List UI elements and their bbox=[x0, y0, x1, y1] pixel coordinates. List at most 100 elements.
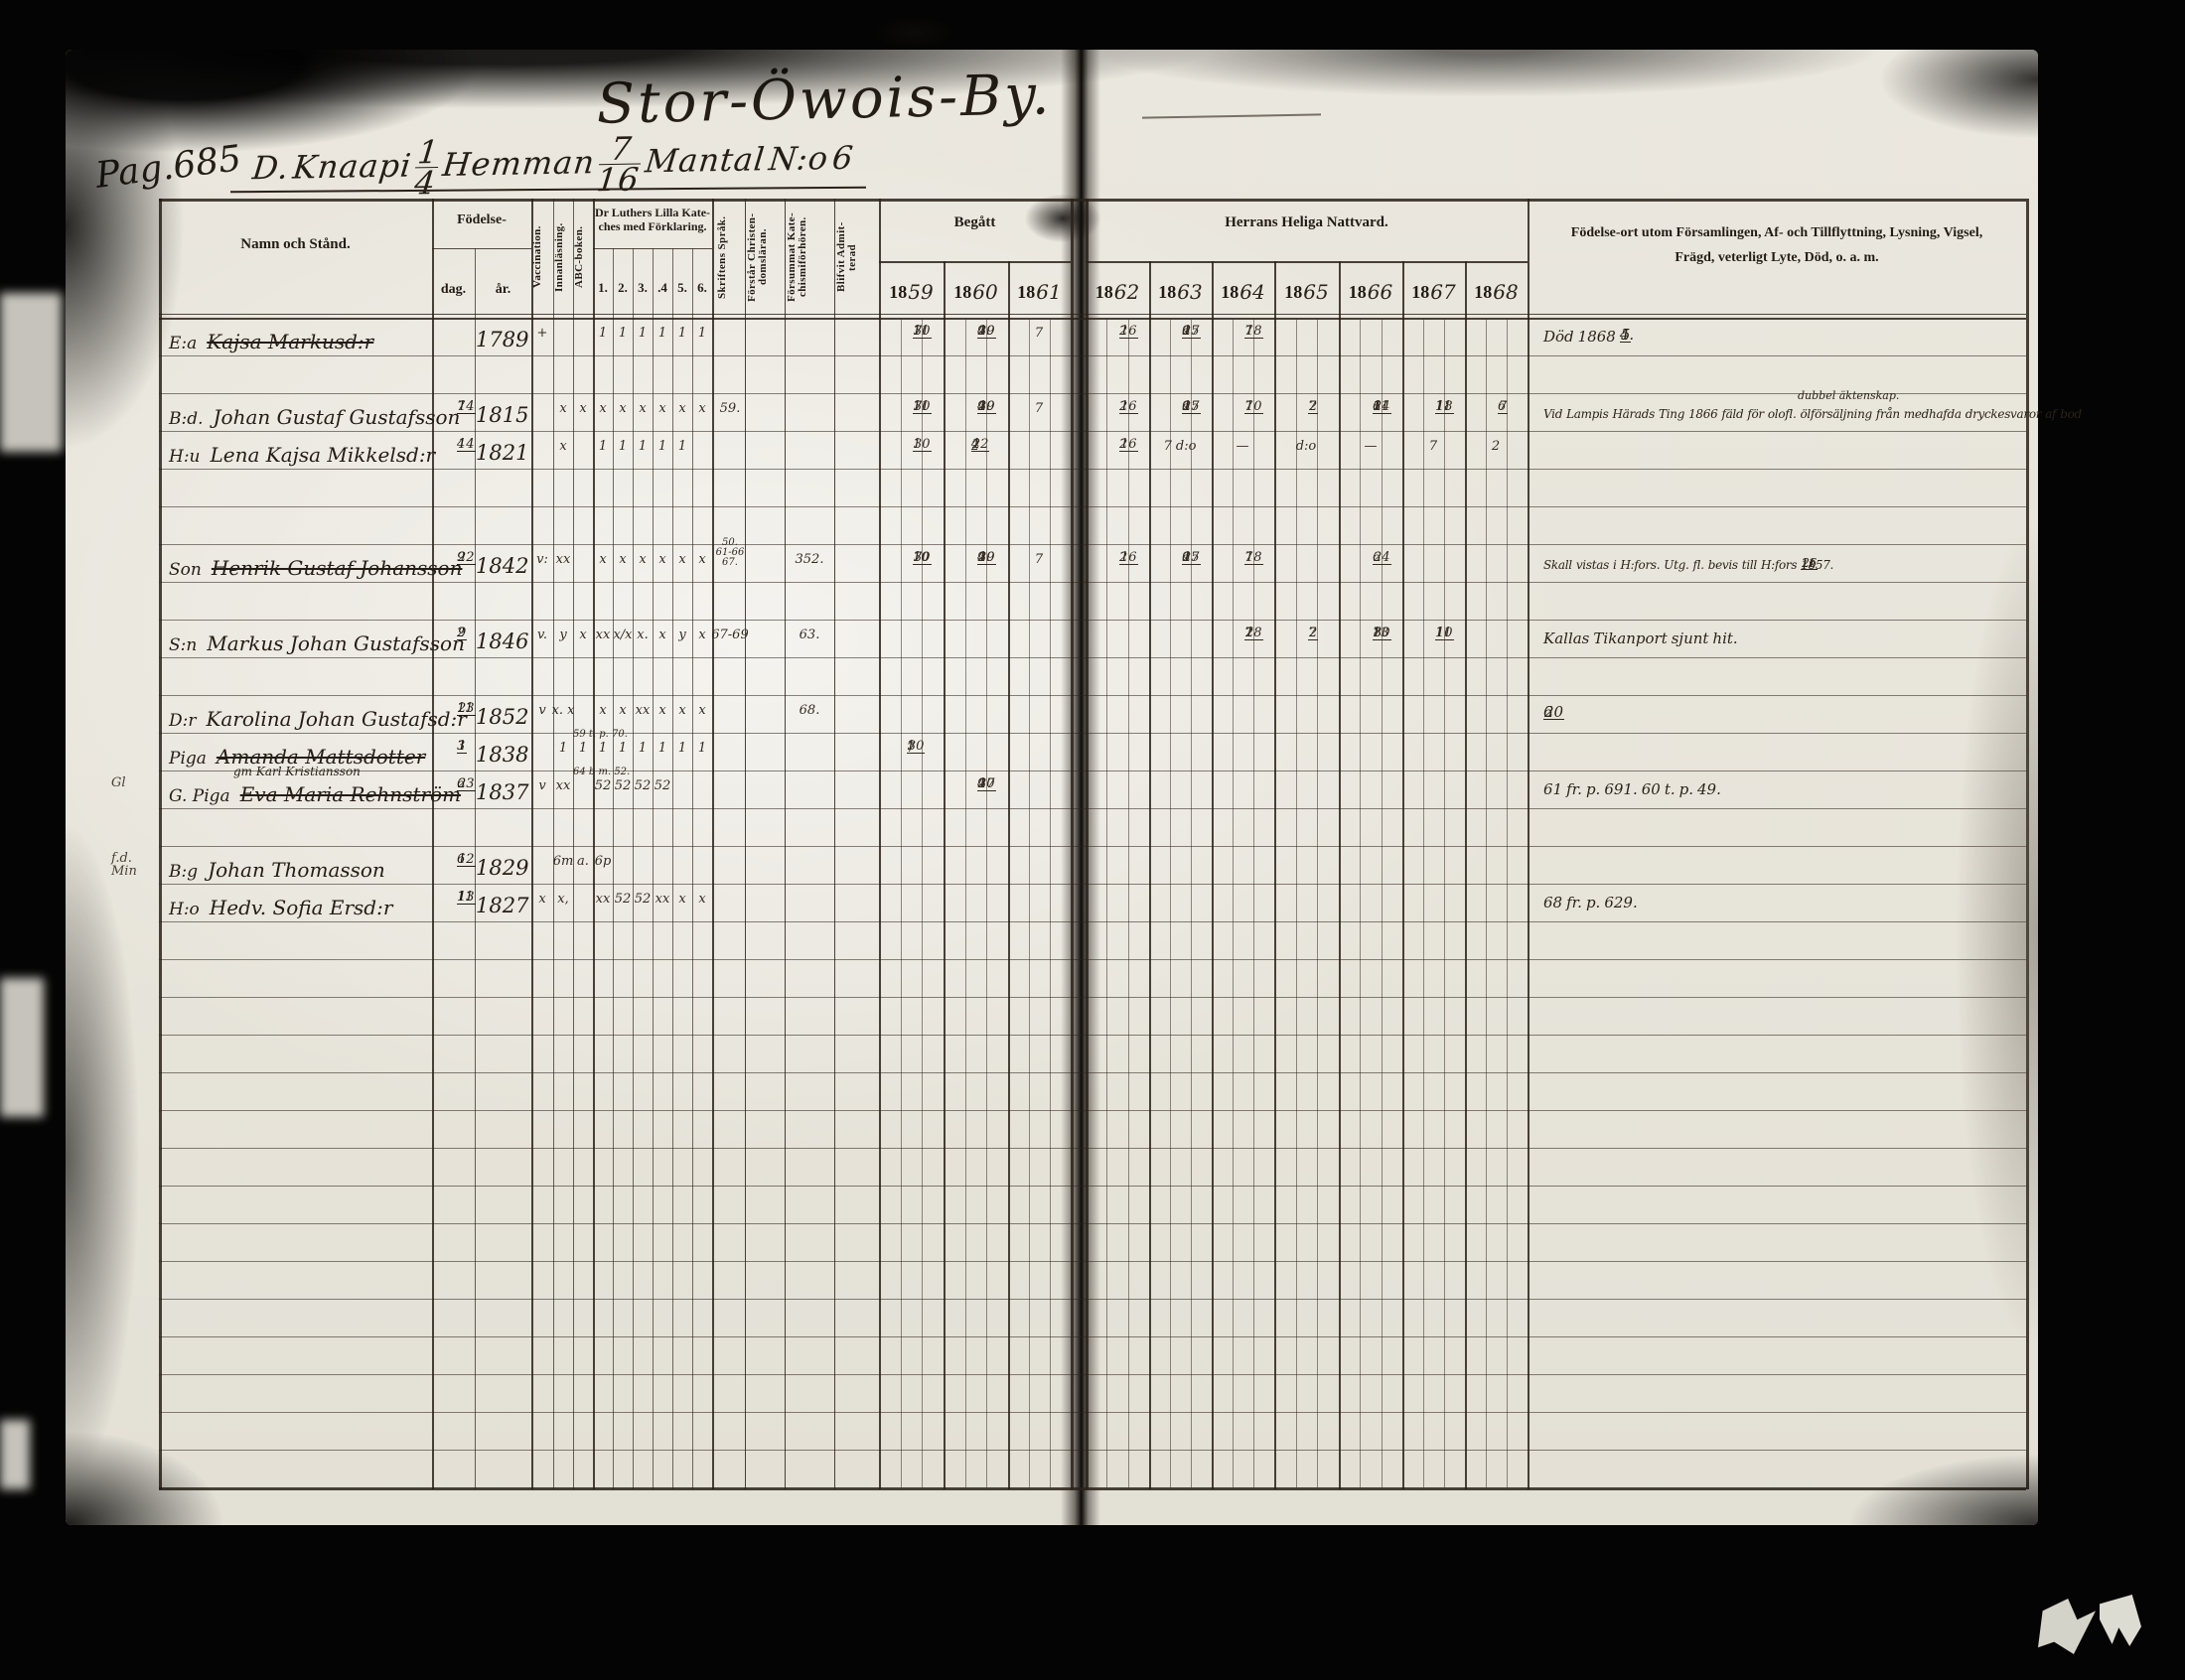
mark-cell: 52 bbox=[631, 778, 694, 793]
person-title: B:d. bbox=[169, 409, 204, 429]
grid-line bbox=[159, 1110, 2026, 1112]
grid-line bbox=[834, 199, 835, 1489]
mark-token: Tikanport bbox=[1593, 630, 1668, 647]
person-title: H:o bbox=[169, 900, 200, 919]
grid-line bbox=[159, 318, 2026, 321]
grid-line bbox=[2026, 199, 2029, 1489]
mark-token: hit. bbox=[1712, 630, 1738, 647]
grid-line bbox=[159, 431, 2026, 433]
grid-line bbox=[573, 199, 574, 1489]
person-name: B:d. Johan Gustaf Gustafsson bbox=[169, 405, 460, 429]
col-header-k4: .4 bbox=[657, 280, 667, 295]
col-header-k6: 6. bbox=[697, 280, 707, 295]
grid-line bbox=[159, 469, 2026, 471]
scanner-watermark bbox=[2038, 1595, 2141, 1658]
mark-cell: 1 bbox=[670, 741, 734, 756]
remarks-note: Död 1868 5 4. bbox=[1543, 326, 1635, 346]
col-header-k1: 1. bbox=[598, 280, 608, 295]
interlinear-note: gm Karl Kristiansson bbox=[233, 765, 361, 778]
grid-line bbox=[159, 199, 2026, 202]
mark-cell: 7 bbox=[1007, 401, 1071, 416]
mark-cell: 1 bbox=[670, 326, 734, 341]
mark-token: 7 bbox=[1034, 401, 1044, 416]
margin-note: Gl bbox=[111, 775, 126, 790]
person-fullname: Kajsa Markusd:r bbox=[207, 330, 374, 353]
mark-token: d:o bbox=[1175, 439, 1197, 454]
mark-token: 6 bbox=[830, 139, 856, 178]
col-header-k5: 5. bbox=[677, 280, 687, 295]
grid-line bbox=[159, 1412, 2026, 1414]
grid-line bbox=[785, 199, 786, 1489]
mark-cell: 7 d:o bbox=[1148, 439, 1212, 454]
grid-line bbox=[745, 199, 746, 1489]
mark-token: p. bbox=[1585, 780, 1601, 798]
col-header-vaccination: Vaccination. bbox=[531, 225, 543, 289]
mark-token: 7 bbox=[1428, 439, 1438, 454]
mark-token: x bbox=[698, 892, 706, 907]
grid-line bbox=[1233, 320, 1234, 1487]
person-name: E:a Kajsa Markusd:r bbox=[169, 330, 373, 353]
mark-token: för bbox=[1747, 407, 1764, 421]
person-name: S:n Markus Johan Gustafsson bbox=[169, 631, 465, 655]
grid-line bbox=[1191, 320, 1192, 1487]
grid-line bbox=[159, 314, 2026, 316]
mark-token: 1866 bbox=[1688, 407, 1718, 421]
grid-line bbox=[712, 199, 714, 1489]
mark-token: fäld bbox=[1721, 407, 1744, 421]
year-handwritten: 62 bbox=[1113, 280, 1140, 304]
grid-line bbox=[159, 1487, 2026, 1490]
mark-token: — bbox=[1236, 439, 1249, 454]
mark-token: 1 bbox=[697, 326, 707, 341]
grid-line bbox=[553, 199, 554, 1489]
mark-token: — bbox=[1364, 439, 1378, 454]
grid-line bbox=[922, 320, 923, 1487]
mark-cell: + bbox=[510, 326, 574, 341]
year-printed: 18 bbox=[953, 281, 972, 302]
mark-token: bevis bbox=[1707, 558, 1738, 572]
person-title: Piga bbox=[169, 749, 207, 769]
grid-line bbox=[1106, 320, 1107, 1487]
col-header-notes: Födelse-ort utom Församlingen, Af- och T… bbox=[1570, 225, 1983, 265]
margin-note: f.d. Min bbox=[111, 851, 137, 879]
mark-token: 52 bbox=[654, 778, 671, 793]
mark-token: vistas bbox=[1575, 558, 1609, 572]
mark-token: x. bbox=[551, 703, 564, 718]
year-handwritten: 59 bbox=[908, 280, 934, 304]
mark-token: Död bbox=[1543, 328, 1574, 346]
mark-token: xx bbox=[555, 552, 571, 567]
year-header-1861: 18 61 bbox=[1009, 272, 1070, 312]
person-name: D:r Karolina Johan Gustafsd:r bbox=[169, 707, 467, 731]
year-handwritten: 66 bbox=[1367, 280, 1393, 304]
col-header-innanlasning: Innanläsning. bbox=[553, 222, 565, 292]
year-header-1867: 18 67 bbox=[1403, 272, 1464, 312]
mark-annotation: 59 t. p. 70. bbox=[573, 729, 628, 740]
mark-token: t. bbox=[1664, 780, 1675, 798]
mark-token: 68. bbox=[799, 703, 820, 718]
year-handwritten: 63 bbox=[1177, 280, 1203, 304]
grid-line bbox=[159, 733, 2026, 735]
year-printed: 18 bbox=[1158, 281, 1177, 302]
birth-year: 1829 bbox=[476, 856, 529, 880]
mark-cell: 352. bbox=[778, 552, 841, 567]
person-name: B:g Johan Thomasson bbox=[169, 858, 385, 882]
grid-line bbox=[159, 393, 2026, 395]
grid-line bbox=[1360, 320, 1361, 1487]
mark-cell: 63. bbox=[778, 628, 841, 642]
mark-cell: 68. bbox=[778, 703, 841, 718]
mark-token: 2 bbox=[1491, 439, 1501, 454]
person-fullname: Karolina Johan Gustafsd:r bbox=[206, 707, 467, 731]
grid-line bbox=[901, 320, 902, 1487]
mark-cell: — bbox=[1339, 439, 1402, 454]
grid-line bbox=[159, 582, 2026, 584]
grid-line bbox=[159, 1336, 2026, 1338]
year-handwritten: 65 bbox=[1303, 280, 1329, 304]
mark-token: Ting bbox=[1659, 407, 1685, 421]
grid-line bbox=[432, 248, 531, 250]
person-title: Son bbox=[169, 560, 202, 580]
mark-token: Skall bbox=[1543, 558, 1572, 572]
birth-year: 1838 bbox=[476, 743, 529, 767]
person-title: S:n bbox=[169, 635, 198, 655]
mark-token: 68 bbox=[1543, 894, 1563, 911]
mark-token: Vid bbox=[1543, 407, 1563, 421]
